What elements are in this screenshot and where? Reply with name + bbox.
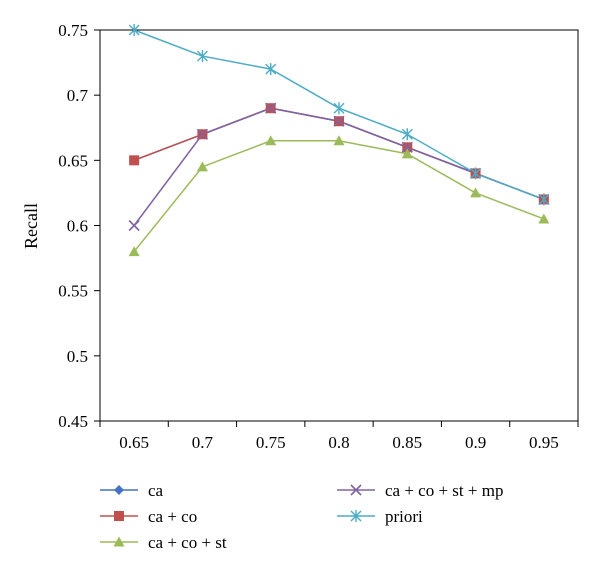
plot-area	[99, 29, 579, 422]
legend: ca ca + co ca + co + st ca + co + st + mp pr…	[100, 481, 503, 552]
y-axis: 0.45 0.5 0.55 0.6 0.65 0.7 0.75	[58, 21, 100, 431]
data-point-priori	[401, 128, 413, 141]
data-point-ca-co-st	[538, 213, 550, 224]
legend-marker-ca	[114, 485, 124, 495]
x-tick-label: 0.7	[192, 433, 214, 452]
x-tick-label: 0.9	[465, 433, 486, 452]
data-point-ca-co-st	[128, 246, 140, 257]
legend-marker-ca-co	[114, 511, 124, 521]
legend-label-ca: ca	[148, 481, 164, 500]
data-point-priori	[128, 24, 140, 36]
data-point-priori	[196, 50, 208, 63]
data-point-ca-co	[129, 155, 140, 166]
data-point-ca-co-st-mp	[128, 219, 140, 232]
y-tick-label: 0.75	[58, 21, 88, 40]
data-point-priori	[470, 167, 482, 180]
data-point-ca-co-st	[196, 161, 208, 172]
legend-label-ca-co-st: ca + co + st	[148, 533, 227, 552]
x-tick-label: 0.65	[119, 433, 149, 452]
legend-marker-ca-co-st	[113, 536, 125, 547]
legend-marker-priori	[350, 510, 362, 522]
y-tick-label: 0.65	[58, 151, 88, 170]
legend-marker-ca-co-st-mp	[350, 484, 362, 496]
legend-label-ca-co: ca + co	[148, 507, 197, 526]
y-axis-title: Recall	[21, 203, 41, 249]
series-line-priori	[133, 29, 545, 201]
series-markers	[128, 24, 550, 257]
y-tick-label: 0.7	[67, 86, 89, 105]
data-point-priori	[333, 102, 345, 115]
data-point-ca-co-st	[333, 135, 345, 146]
y-tick-label: 0.45	[58, 412, 88, 431]
data-point-ca-co-st-mp	[265, 102, 277, 114]
data-point-ca-co-st-mp	[401, 141, 413, 153]
plot-frame	[99, 29, 579, 422]
y-tick-label: 0.5	[67, 347, 88, 366]
legend-label-ca-co-st-mp: ca + co + st + mp	[385, 481, 503, 500]
data-point-ca-co-st	[470, 187, 482, 198]
y-tick-label: 0.55	[58, 282, 88, 301]
data-point-ca-co-st-mp	[333, 115, 345, 127]
y-tick-label: 0.6	[67, 217, 88, 236]
data-point-ca-co-st	[265, 135, 277, 146]
data-point-priori	[265, 63, 277, 76]
series-line-ca-co-st	[133, 140, 545, 253]
legend-label-priori: priori	[385, 507, 423, 526]
x-axis: 0.65 0.7 0.75 0.8 0.85 0.9 0.95	[99, 421, 579, 452]
x-tick-label: 0.85	[392, 433, 422, 452]
x-tick-label: 0.8	[328, 433, 349, 452]
x-tick-label: 0.95	[529, 433, 559, 452]
x-tick-label: 0.75	[256, 433, 286, 452]
data-point-priori	[538, 193, 550, 206]
data-point-ca-co-st-mp	[196, 128, 208, 140]
data-point-ca-co-st	[401, 148, 413, 159]
